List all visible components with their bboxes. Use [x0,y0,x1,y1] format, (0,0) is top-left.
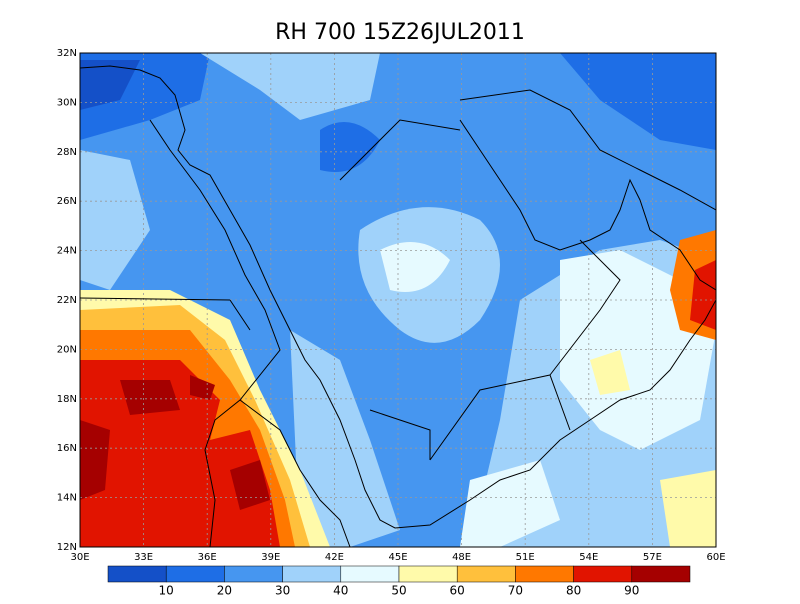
x-tick-label: 51E [516,552,535,563]
colorbar-swatch [340,565,400,583]
title: RH 700 15Z26JUL2011 [275,20,525,45]
y-tick-label: 24N [57,246,77,257]
coastlines [80,65,716,547]
y-tick-label: 22N [57,295,77,306]
y-tick-label: 16N [57,443,77,454]
coast-gulf [459,119,716,291]
colorbar-swatch [573,565,633,583]
rh-region [80,150,150,290]
y-tick-label: 12N [57,542,77,553]
coast-africa [149,119,281,547]
colorbar-swatch [456,565,516,583]
rh-field [80,53,716,547]
x-tick-label: 45E [388,552,407,563]
x-tick-label: 57E [643,552,662,563]
colorbar-swatch [165,565,225,583]
coast-arabia [80,65,716,529]
colorbar-label: 60 [450,584,465,598]
coast-horn [239,399,351,547]
y-tick-label: 20N [57,344,77,355]
colorbar-swatch [282,565,342,583]
colorbar-label: 10 [159,584,174,598]
borders [80,119,621,461]
rh-region [290,330,400,547]
rh-region [460,460,560,547]
rh-region [80,60,140,110]
colorbar-label: 50 [391,584,406,598]
colorbar-label: 90 [624,584,639,598]
rh-region [660,470,716,547]
x-tick-label: 42E [325,552,344,563]
y-tick-label: 26N [57,196,77,207]
rh-region [320,122,380,172]
axes: 30E 33E 36E 39E 42E 45E 48E 51E 54E 57E 60E 12N 14N 1… [57,48,726,563]
y-tick-label: 14N [57,493,77,504]
x-tick-label: 30E [70,552,89,563]
colorbar-swatch [398,565,458,583]
rh-region [80,420,110,500]
rh-region [560,53,716,150]
x-tick-label: 33E [134,552,153,563]
y-tick-label: 18N [57,394,77,405]
colorbar-swatch [515,565,574,583]
colorbar-label: 70 [508,584,523,598]
rh-region [200,53,380,120]
colorbar-label: 40 [333,584,348,598]
y-tick-label: 30N [57,97,77,108]
x-tick-label: 48E [452,552,471,563]
rh-region [190,375,215,400]
colorbar-label: 30 [275,584,290,598]
x-tick-label: 60E [706,552,725,563]
coast-iran [459,89,716,211]
plot-frame [79,52,717,548]
x-tick-label: 39E [261,552,280,563]
x-tick-label: 36E [198,552,217,563]
colorbar-label: 20 [217,584,232,598]
rh-region [590,350,630,395]
y-tick-label: 28N [57,147,77,158]
colorbar-swatch [224,565,283,583]
colorbar-swatch [631,565,691,583]
rh-region [380,242,450,292]
rh-region [120,380,180,415]
x-tick-label: 54E [579,552,598,563]
colorbar-swatch [107,565,167,583]
colorbar: 10 20 30 40 50 60 70 80 90 [107,565,691,598]
y-tick-label: 32N [57,48,77,59]
colorbar-label: 80 [566,584,581,598]
